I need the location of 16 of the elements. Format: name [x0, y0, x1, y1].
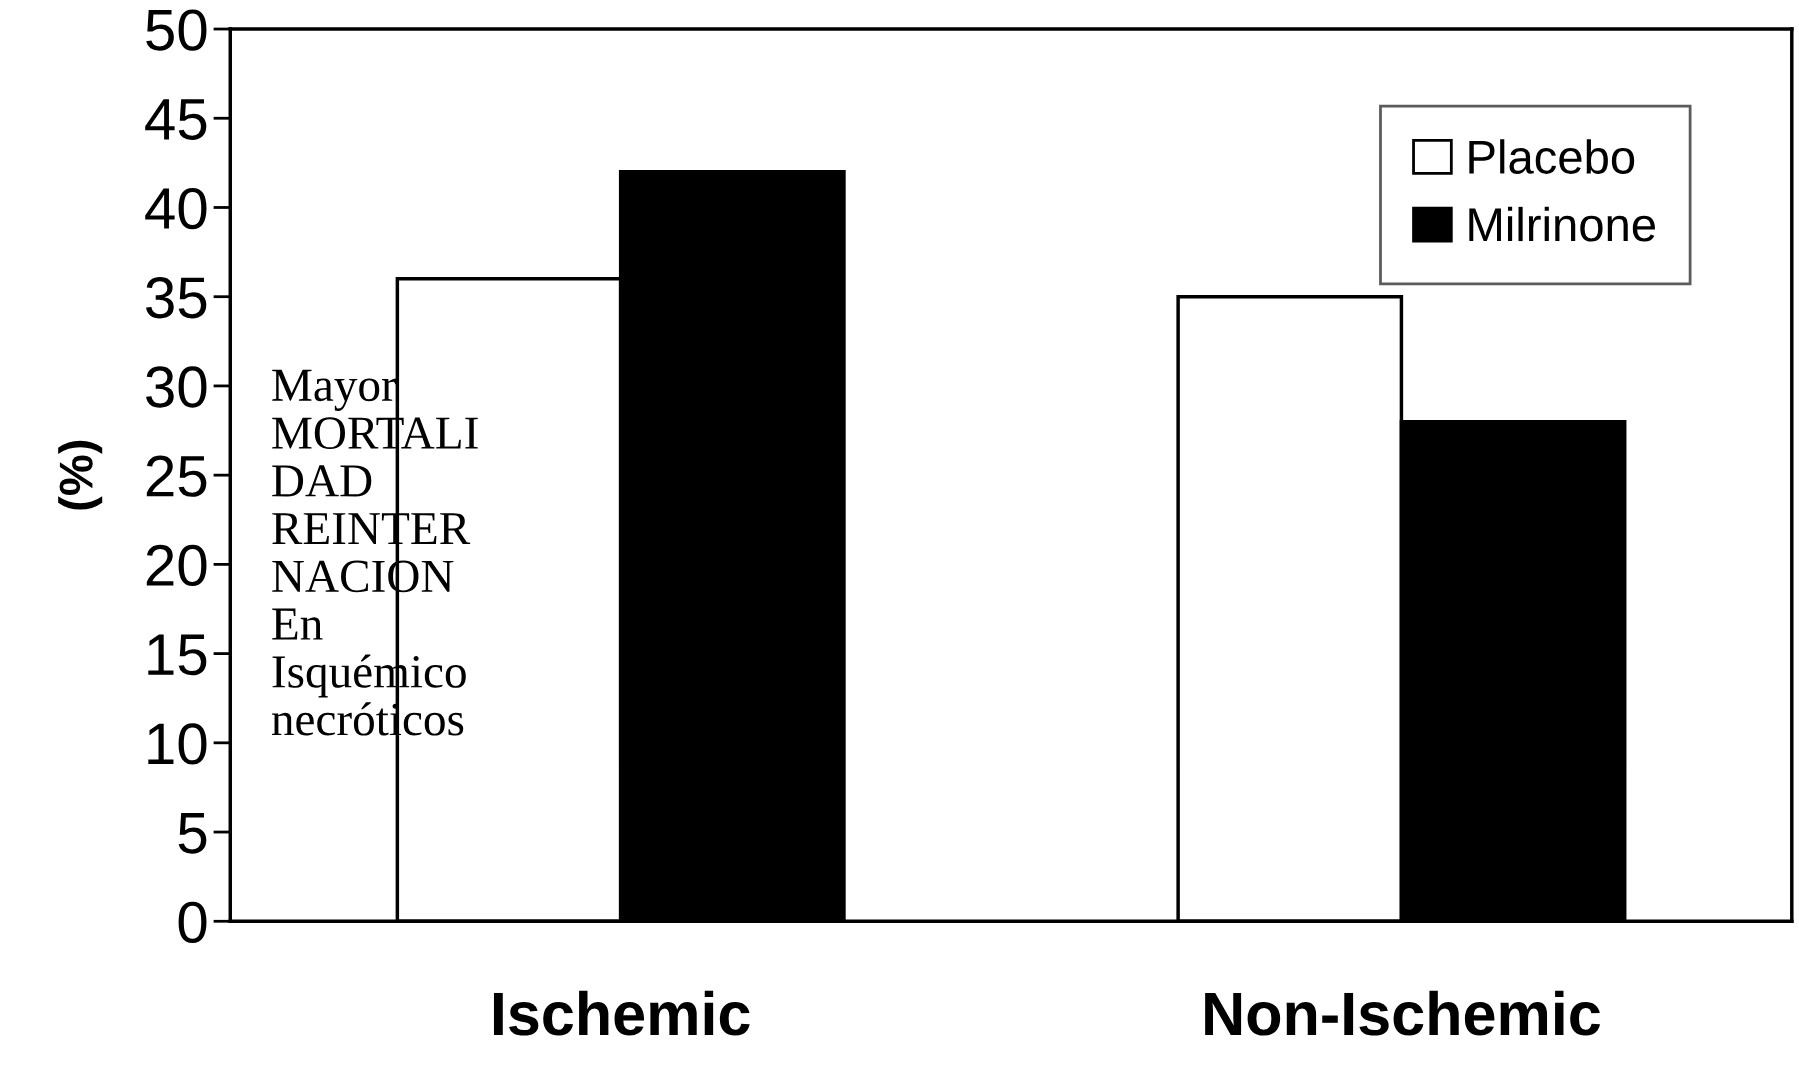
x-tick-label: Ischemic [493, 990, 750, 1036]
y-tick-label: 50 [146, 9, 207, 51]
y-axis-title: (%) [58, 440, 103, 510]
y-tick-label: 25 [146, 455, 207, 497]
y-tick-label: 35 [146, 277, 207, 319]
y-tick-label: 15 [148, 634, 207, 676]
y-tick-label: 20 [146, 544, 207, 587]
x-tick-label: Non-Ischemic [1205, 990, 1600, 1036]
legend-label: Milrinone [1469, 206, 1655, 242]
y-tick-label: 5 [178, 813, 207, 854]
y-tick-label: 10 [148, 723, 207, 765]
y-tick-label: 30 [146, 366, 207, 408]
y-tick-label: 45 [145, 99, 207, 140]
y-tick-label: 40 [145, 187, 207, 230]
legend-label: Placebo [1469, 139, 1635, 174]
y-tick-label: 0 [178, 901, 207, 943]
